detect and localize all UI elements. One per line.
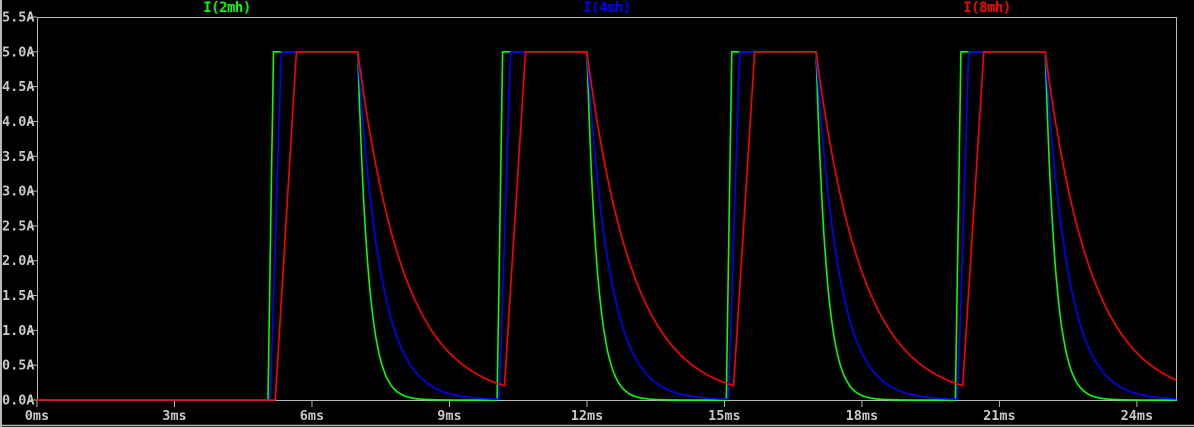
trace-label-i8mh[interactable]: I(8mh) xyxy=(963,0,1011,16)
y-tick-label[interactable]: 5.5A xyxy=(2,10,35,26)
x-tick-label[interactable]: 3ms xyxy=(162,408,186,424)
y-tick-label[interactable]: 0.0A xyxy=(2,393,35,409)
x-tick-label[interactable]: 6ms xyxy=(300,408,324,424)
x-tick-label[interactable]: 15ms xyxy=(708,408,741,424)
y-tick-label[interactable]: 3.0A xyxy=(2,184,35,200)
trace-label-i2mh[interactable]: I(2mh) xyxy=(203,0,251,16)
y-tick-label[interactable]: 3.5A xyxy=(2,149,35,165)
x-tick-label[interactable]: 24ms xyxy=(1121,408,1154,424)
y-tick-label[interactable]: 4.5A xyxy=(2,79,35,95)
trace-i8mh xyxy=(37,51,1177,401)
x-tick-label[interactable]: 18ms xyxy=(846,408,879,424)
plot-frame xyxy=(37,17,1177,400)
legend: I(2mh) I(4mh) I(8mh) xyxy=(0,0,1194,17)
y-tick-label[interactable]: 1.5A xyxy=(2,288,35,304)
x-tick-label[interactable]: 0ms xyxy=(25,408,49,424)
y-tick-label[interactable]: 4.0A xyxy=(2,114,35,130)
x-tick-label[interactable]: 12ms xyxy=(571,408,604,424)
x-tick-label[interactable]: 9ms xyxy=(437,408,461,424)
y-tick-label[interactable]: 5.0A xyxy=(2,44,35,60)
x-tick-label[interactable]: 21ms xyxy=(983,408,1016,424)
y-tick-label[interactable]: 2.5A xyxy=(2,218,35,234)
y-tick-label[interactable]: 2.0A xyxy=(2,253,35,269)
y-tick-label[interactable]: 0.5A xyxy=(2,358,35,374)
y-tick-label[interactable]: 1.0A xyxy=(2,323,35,339)
trace-i2mh xyxy=(37,51,1177,401)
trace-label-i4mh[interactable]: I(4mh) xyxy=(583,0,631,16)
